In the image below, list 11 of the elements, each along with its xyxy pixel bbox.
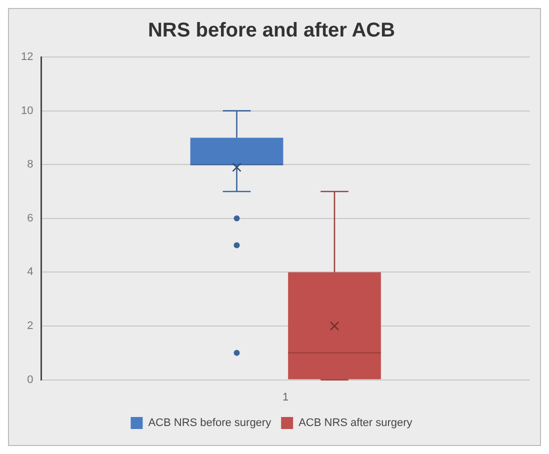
y-tick-label: 12 <box>20 51 34 64</box>
y-tick-label: 10 <box>20 104 34 117</box>
legend-label: ACB NRS before surgery <box>148 417 272 430</box>
x-tick-label: 1 <box>282 391 289 404</box>
y-tick-label: 6 <box>27 212 34 224</box>
legend-label: ACB NRS after surgery <box>298 417 413 430</box>
y-tick-label: 8 <box>27 158 34 171</box>
chart-title: NRS before and after ACB <box>148 20 396 42</box>
y-tick-label: 0 <box>27 374 34 386</box>
y-tick-label: 4 <box>27 266 34 278</box>
y-tick-label: 2 <box>27 320 34 332</box>
